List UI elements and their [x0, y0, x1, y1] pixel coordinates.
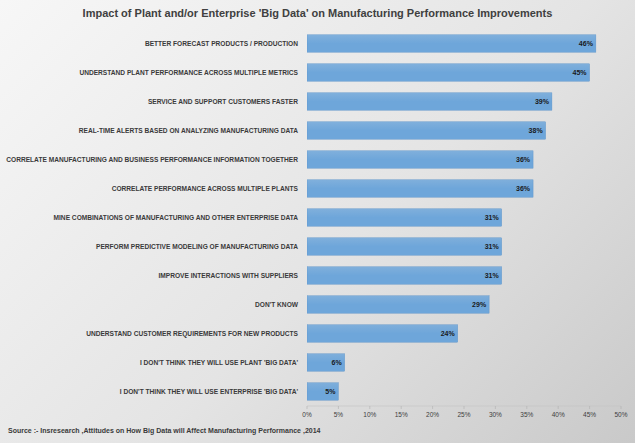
x-tick-label: 20% [426, 411, 439, 418]
data-label: 31% [485, 243, 500, 250]
x-tick-label: 35% [520, 411, 533, 418]
bar [307, 64, 590, 81]
data-label: 29% [472, 301, 487, 308]
bar [307, 93, 552, 110]
category-label: BETTER FORECAST PRODUCTS / PRODUCTION [145, 40, 298, 47]
category-label: UNDERSTAND PLANT PERFORMANCE ACROSS MULT… [79, 69, 298, 76]
category-label: REAL-TIME ALERTS BASED ON ANALYZING MANU… [79, 127, 298, 134]
bar [307, 296, 489, 313]
x-tick [558, 406, 559, 409]
category-label: UNDERSTAND CUSTOMER REQUIREMENTS FOR NEW… [86, 330, 298, 338]
data-label: 31% [485, 214, 500, 221]
category-label: CORRELATE PERFORMANCE ACROSS MULTIPLE PL… [112, 185, 299, 192]
data-label: 39% [535, 98, 550, 105]
data-label: 31% [485, 272, 500, 279]
data-label: 36% [516, 185, 531, 192]
x-tick-label: 45% [583, 411, 596, 418]
data-label: 24% [441, 330, 456, 337]
x-tick [621, 406, 622, 409]
bar [307, 151, 533, 168]
category-label: I DON'T THINK THEY WILL USE ENTERPRISE '… [120, 388, 299, 395]
chart: Impact of Plant and/or Enterprise 'Big D… [0, 0, 635, 443]
x-tick [432, 406, 433, 409]
bar [307, 325, 458, 342]
bar [307, 180, 533, 197]
bar [307, 238, 502, 255]
x-tick [526, 406, 527, 409]
title: Impact of Plant and/or Enterprise 'Big D… [83, 7, 553, 19]
data-label: 6% [332, 359, 343, 366]
data-label: 45% [573, 69, 588, 76]
bars [307, 35, 596, 400]
x-tick-label: 15% [395, 411, 408, 418]
source: Source :- Insresearch ,Attitudes on How … [8, 427, 321, 435]
labels: BETTER FORECAST PRODUCTS / PRODUCTION 46%… [6, 40, 593, 395]
data-label: 5% [325, 388, 336, 395]
data-label: 38% [529, 127, 544, 134]
bar [307, 267, 502, 284]
bar [307, 35, 596, 52]
x-tick [464, 406, 465, 409]
x-tick [589, 406, 590, 409]
bar [307, 383, 338, 400]
bar [307, 122, 546, 139]
category-label: MINE COMBINATIONS OF MANUFACTURING AND O… [54, 214, 299, 221]
category-label: IMPROVE INTERACTIONS WITH SUPPLIERS [158, 272, 298, 279]
category-label: DON'T KNOW [255, 301, 299, 308]
bar [307, 209, 502, 226]
bar [307, 354, 345, 371]
x-tick-label: 0% [302, 411, 312, 418]
x-tick-label: 30% [489, 411, 502, 418]
x-tick [495, 406, 496, 409]
category-label: SERVICE AND SUPPORT CUSTOMERS FASTER [148, 98, 298, 105]
x-tick [369, 406, 370, 409]
data-label: 46% [579, 40, 594, 47]
category-label: CORRELATE MANUFACTURING AND BUSINESS PER… [6, 156, 298, 163]
category-label: I DON'T THINK THEY WILL USE PLANT 'BIG D… [140, 359, 298, 366]
x-tick [401, 406, 402, 409]
x-tick-label: 40% [552, 411, 565, 418]
x-tick-label: 25% [457, 411, 470, 418]
category-label: PERFORM PREDICTIVE MODELING OF MANUFACTU… [96, 243, 298, 250]
x-tick-label: 10% [363, 411, 376, 418]
x-tick [307, 406, 308, 409]
data-label: 36% [516, 156, 531, 163]
x-tick-label: 50% [614, 411, 627, 418]
x-tick [338, 406, 339, 409]
x-tick-label: 5% [334, 411, 344, 418]
